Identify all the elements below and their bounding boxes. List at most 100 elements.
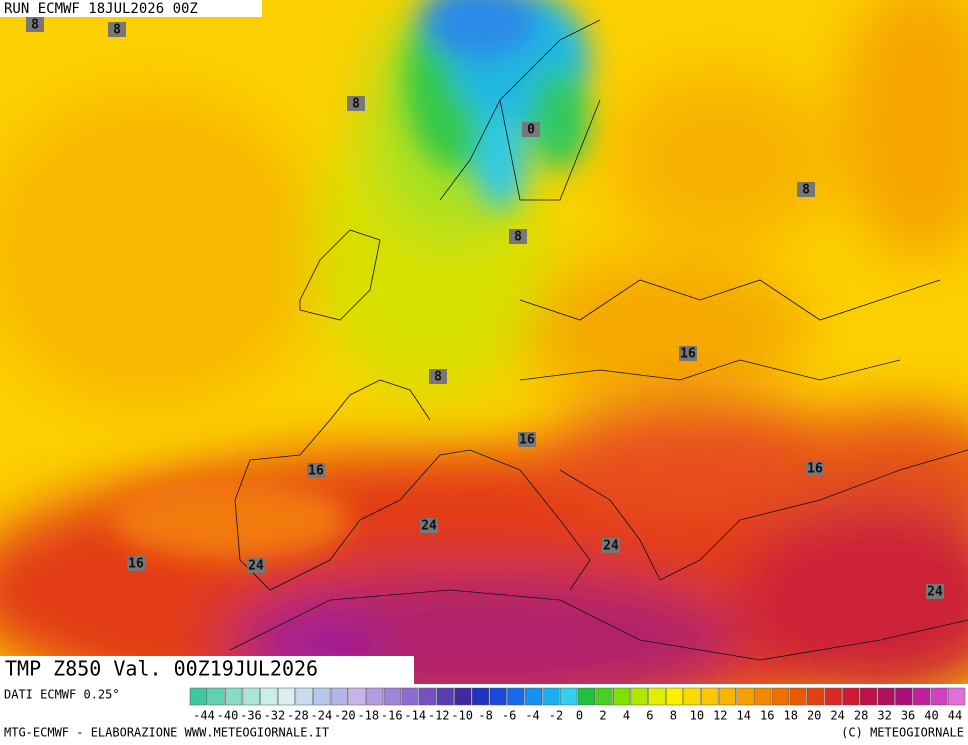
temperature-map bbox=[0, 0, 968, 684]
color-swatch bbox=[454, 687, 472, 706]
color-scale-label: 16 bbox=[760, 709, 774, 723]
contour-label: 8 bbox=[514, 230, 522, 245]
color-scale-label: -20 bbox=[334, 709, 356, 723]
color-swatch bbox=[595, 687, 613, 706]
color-swatch bbox=[912, 687, 930, 706]
contour-label-box bbox=[602, 538, 620, 553]
color-swatch bbox=[366, 687, 384, 706]
color-swatch bbox=[736, 687, 754, 706]
contour-label-box bbox=[429, 369, 447, 384]
contour-label: 8 bbox=[434, 370, 442, 385]
color-scale-label: -36 bbox=[240, 709, 262, 723]
contour-label-box bbox=[307, 463, 325, 478]
color-scale-label: 28 bbox=[854, 709, 868, 723]
contour-label: 24 bbox=[421, 519, 437, 534]
color-swatch bbox=[754, 687, 772, 706]
contour-label-box bbox=[926, 584, 944, 599]
contour-label-box bbox=[806, 461, 824, 476]
color-scale-label: -40 bbox=[217, 709, 239, 723]
color-swatch bbox=[613, 687, 631, 706]
footer-left: MTG-ECMWF - ELABORAZIONE WWW.METEOGIORNA… bbox=[4, 726, 329, 740]
color-swatch bbox=[260, 687, 278, 706]
color-scale-label: 2 bbox=[599, 709, 606, 723]
color-swatch bbox=[683, 687, 701, 706]
color-scale-label: -14 bbox=[404, 709, 426, 723]
color-scale-label: -2 bbox=[549, 709, 563, 723]
contour-label: 16 bbox=[128, 557, 144, 572]
color-scale-label: -4 bbox=[525, 709, 539, 723]
color-scale-label: -24 bbox=[311, 709, 333, 723]
color-swatch bbox=[242, 687, 260, 706]
color-scale-labels: -44 -40 -36 -32 -28 -24 -20 -18 -16 -14 -12 -10 -8 -6… bbox=[193, 709, 962, 723]
color-swatch bbox=[665, 687, 684, 706]
contour-label-box bbox=[509, 229, 527, 244]
color-scale-label: 18 bbox=[783, 709, 797, 723]
color-scale-label: 14 bbox=[737, 709, 751, 723]
color-swatch bbox=[189, 687, 207, 706]
color-swatch bbox=[771, 687, 789, 706]
color-swatch bbox=[577, 687, 595, 706]
contour-label-box bbox=[127, 556, 145, 571]
color-scale-label: -16 bbox=[381, 709, 403, 723]
contour-label-box bbox=[420, 518, 438, 533]
color-scale-label: -18 bbox=[357, 709, 379, 723]
color-swatch bbox=[348, 687, 366, 706]
color-swatch bbox=[718, 687, 736, 706]
contour-label: 8 bbox=[31, 18, 39, 33]
color-swatch bbox=[207, 687, 225, 706]
color-swatch bbox=[824, 687, 842, 706]
color-scale-label: 6 bbox=[646, 709, 653, 723]
contour-label: 8 bbox=[113, 23, 121, 38]
color-scale-label: -10 bbox=[451, 709, 473, 723]
color-swatch bbox=[295, 687, 313, 706]
color-swatch bbox=[507, 687, 525, 706]
color-swatch bbox=[489, 687, 507, 706]
contour-label: 8 bbox=[352, 97, 360, 112]
color-scale-label: 44 bbox=[948, 709, 962, 723]
contour-label-box bbox=[518, 432, 536, 447]
color-scale-label: 24 bbox=[830, 709, 844, 723]
contour-label: 24 bbox=[927, 585, 943, 600]
map-title: TMP Z850 Val. 00Z19JUL2026 bbox=[5, 657, 318, 681]
contour-label: 0 bbox=[527, 123, 535, 138]
color-swatch bbox=[330, 687, 348, 706]
color-scale-label: -6 bbox=[502, 709, 516, 723]
color-scale-label: -8 bbox=[478, 709, 492, 723]
contour-label: 16 bbox=[519, 433, 535, 448]
color-scale-label: 4 bbox=[623, 709, 630, 723]
color-scale-label: -12 bbox=[428, 709, 450, 723]
color-swatch bbox=[436, 687, 454, 706]
color-swatch bbox=[895, 687, 913, 706]
contour-label-box bbox=[26, 17, 44, 32]
color-swatch bbox=[313, 687, 331, 706]
contour-label: 24 bbox=[603, 539, 619, 554]
contour-label: 8 bbox=[802, 183, 810, 198]
contour-label: 16 bbox=[308, 464, 324, 479]
contour-label-box bbox=[679, 346, 697, 361]
footer-right: (C) METEOGIORNALE bbox=[841, 726, 964, 740]
color-scale-label: 36 bbox=[901, 709, 915, 723]
color-swatch bbox=[930, 687, 948, 706]
color-swatch bbox=[524, 687, 542, 706]
contour-label: 16 bbox=[807, 462, 823, 477]
color-scale-label: 10 bbox=[690, 709, 704, 723]
run-label: RUN ECMWF 18JUL2026 00Z bbox=[4, 1, 198, 17]
color-scale-label: -32 bbox=[264, 709, 286, 723]
contour-label-box bbox=[108, 22, 126, 37]
color-swatch bbox=[419, 687, 437, 706]
contour-label: 16 bbox=[680, 347, 696, 362]
color-swatch bbox=[948, 687, 966, 706]
color-swatch bbox=[401, 687, 419, 706]
color-swatch bbox=[807, 687, 825, 706]
coastlines bbox=[229, 19, 968, 661]
color-scale-label: 8 bbox=[670, 709, 677, 723]
color-scale-label: 32 bbox=[877, 709, 891, 723]
color-scale-label: -28 bbox=[287, 709, 309, 723]
color-scale-label: 0 bbox=[576, 709, 583, 723]
contour-label-box bbox=[522, 122, 540, 137]
color-swatch bbox=[859, 687, 878, 706]
color-swatch bbox=[383, 687, 401, 706]
contour-labels: 8 8 8 8 8 8 0 16 16 16 16 16 24 24 24 24 bbox=[26, 17, 944, 600]
color-swatch bbox=[560, 687, 578, 706]
